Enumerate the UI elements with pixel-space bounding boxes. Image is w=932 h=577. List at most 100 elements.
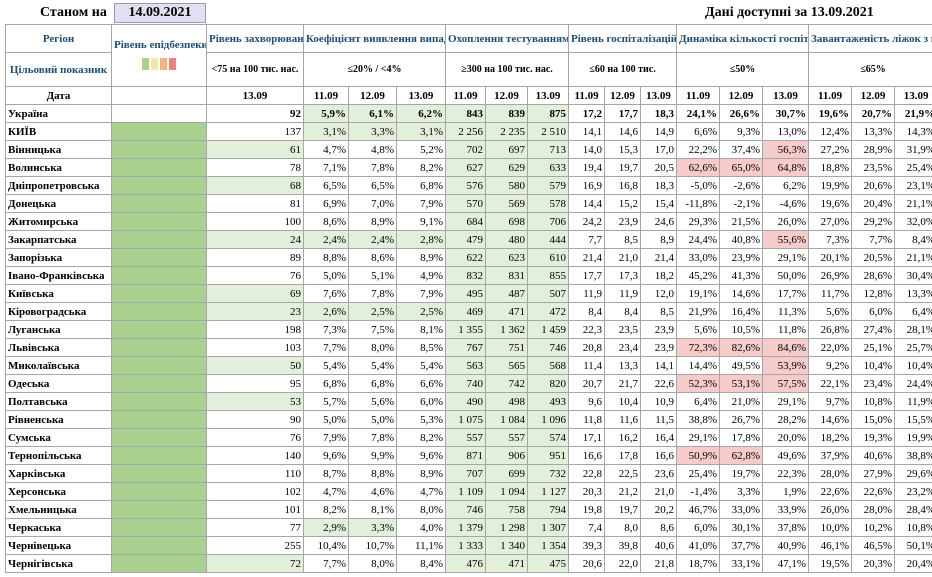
testing-value: 732 <box>527 464 570 483</box>
testing-value: 871 <box>445 446 487 465</box>
date-morbidity: 13.09 <box>206 86 304 105</box>
hosp-dyn-value: 26,7% <box>719 410 764 429</box>
oxygen-value: 25,7% <box>894 338 932 357</box>
detection-value: 2,5% <box>395 302 447 321</box>
testing-value: 2 235 <box>485 122 529 141</box>
hosp-value: 20,6 <box>568 554 606 573</box>
detection-value: 5,4% <box>348 356 397 375</box>
hosp-value: 18,3 <box>640 176 678 195</box>
oxygen-value: 20,1% <box>808 248 853 267</box>
oxygen-value: 20,3% <box>851 554 896 573</box>
oxygen-value: 46,5% <box>851 536 896 555</box>
oxygen-value: 27,0% <box>808 212 853 231</box>
oxygen-value: 31,9% <box>894 140 932 159</box>
oxygen-value: 28,4% <box>894 500 932 519</box>
oxygen-value: 50,1% <box>894 536 932 555</box>
hosp-dyn-value: 30,1% <box>719 518 764 537</box>
testing-value: 490 <box>445 392 487 411</box>
testing-value: 1 362 <box>485 320 529 339</box>
detection-value: 2,4% <box>348 230 397 249</box>
hosp-dyn-value: 1,9% <box>762 482 810 501</box>
detection-value: 7,9% <box>395 284 447 303</box>
hosp-value: 21,0 <box>640 482 678 501</box>
date-cell: 12.09 <box>851 86 896 105</box>
testing-value: 479 <box>445 230 487 249</box>
morbidity-value: 72 <box>206 554 304 573</box>
date-cell: 11.09 <box>445 86 487 105</box>
table-row: Полтавська 53 5,7% 5,6% 6,0% 490 498 493 9,6 10,4… <box>5 392 932 411</box>
oxygen-value: 21,1% <box>894 194 932 213</box>
hosp-value: 10,4 <box>604 392 642 411</box>
epid-legend <box>141 57 177 74</box>
region-name: КИЇВ <box>5 122 112 141</box>
hosp-dyn-value: -4,6% <box>762 194 810 213</box>
epid-zone-cell <box>111 464 207 483</box>
epid-zone-cell <box>111 518 207 537</box>
oxygen-value: 6,0% <box>851 302 896 321</box>
hosp-value: 14,1 <box>640 356 678 375</box>
table-row: Хмельницька 101 8,2% 8,1% 8,0% 746 758 794 19,8 1… <box>5 500 932 519</box>
hosp-dyn-value: 10,5% <box>719 320 764 339</box>
oxygen-value: 11,9% <box>894 392 932 411</box>
hosp-value: 39,3 <box>568 536 606 555</box>
oxygen-value: 12,8% <box>851 284 896 303</box>
hosp-dyn-value: -2,6% <box>719 176 764 195</box>
hosp-dyn-value: 18,7% <box>676 554 721 573</box>
oxygen-value: 19,6% <box>808 194 853 213</box>
testing-value: 610 <box>527 248 570 267</box>
header-region: Регіон <box>5 24 112 53</box>
hosp-value: 22,6 <box>640 374 678 393</box>
hosp-dyn-value: 62,8% <box>719 446 764 465</box>
date-cell: 13.09 <box>762 86 810 105</box>
hosp-dyn-value: 33,0% <box>676 248 721 267</box>
legend-swatch <box>160 57 167 70</box>
hosp-dyn-value: 65,0% <box>719 158 764 177</box>
detection-value: 2,4% <box>303 230 349 249</box>
region-name: Херсонська <box>5 482 112 501</box>
testing-value: 706 <box>527 212 570 231</box>
hosp-dyn-value: 17,7% <box>762 284 810 303</box>
testing-value: 480 <box>485 230 529 249</box>
detection-value: 8,9% <box>348 212 397 231</box>
epid-zone-cell <box>111 266 207 285</box>
morbidity-value: 89 <box>206 248 304 267</box>
epid-zone-cell <box>111 374 207 393</box>
oxygen-value: 9,7% <box>808 392 853 411</box>
testing-value: 569 <box>485 194 529 213</box>
table-row: Закарпатська 24 2,4% 2,4% 2,8% 479 480 444 7,7 8,… <box>5 230 932 249</box>
hosp-value: 16,8 <box>604 176 642 195</box>
oxygen-value: 20,6% <box>851 176 896 195</box>
detection-value: 4,6% <box>348 482 397 501</box>
region-name: Дніпропетровська <box>5 176 112 195</box>
hosp-value: 8,5 <box>604 230 642 249</box>
region-name: Харківська <box>5 464 112 483</box>
hosp-value: 20,7 <box>568 374 606 393</box>
hosp-value: 14,6 <box>604 122 642 141</box>
hosp-dyn-value: 40,9% <box>762 536 810 555</box>
oxygen-value: 22,1% <box>808 374 853 393</box>
date-cell: 12.09 <box>348 86 397 105</box>
hosp-value: 20,3 <box>568 482 606 501</box>
testing-value: 855 <box>527 266 570 285</box>
target-testing: ≥300 на 100 тис. нас. <box>445 52 570 87</box>
hosp-value: 14,1 <box>568 122 606 141</box>
testing-value: 702 <box>445 140 487 159</box>
morbidity-value: 53 <box>206 392 304 411</box>
detection-value: 3,3% <box>348 122 397 141</box>
hosp-dyn-value: 72,3% <box>676 338 721 357</box>
hosp-dyn-value: 33,1% <box>719 554 764 573</box>
hosp-dyn-value: 37,4% <box>719 140 764 159</box>
testing-value: 1 354 <box>527 536 570 555</box>
header-hosp-dyn: Динаміка кількості госпіталізацій <box>676 24 810 53</box>
table-row: Одеська 95 6,8% 6,8% 6,6% 740 742 820 20,7 21,7 22… <box>5 374 932 393</box>
table-row: Тернопільська 140 9,6% 9,9% 9,6% 871 906 951 16,… <box>5 446 932 465</box>
header-hosp: Рівень госпіталізацій <box>568 24 678 53</box>
hosp-dyn-value: 29,1% <box>762 392 810 411</box>
region-name: Полтавська <box>5 392 112 411</box>
detection-value: 4,0% <box>395 518 447 537</box>
epid-zone-cell <box>111 338 207 357</box>
detection-value: 7,3% <box>303 320 349 339</box>
top-bar: Станом на 14.09.2021 Дані доступні за 13… <box>0 0 932 24</box>
table-row: Донецька 81 6,9% 7,0% 7,9% 570 569 578 14,4 15,2 1… <box>5 194 932 213</box>
hosp-value: 15,3 <box>604 140 642 159</box>
